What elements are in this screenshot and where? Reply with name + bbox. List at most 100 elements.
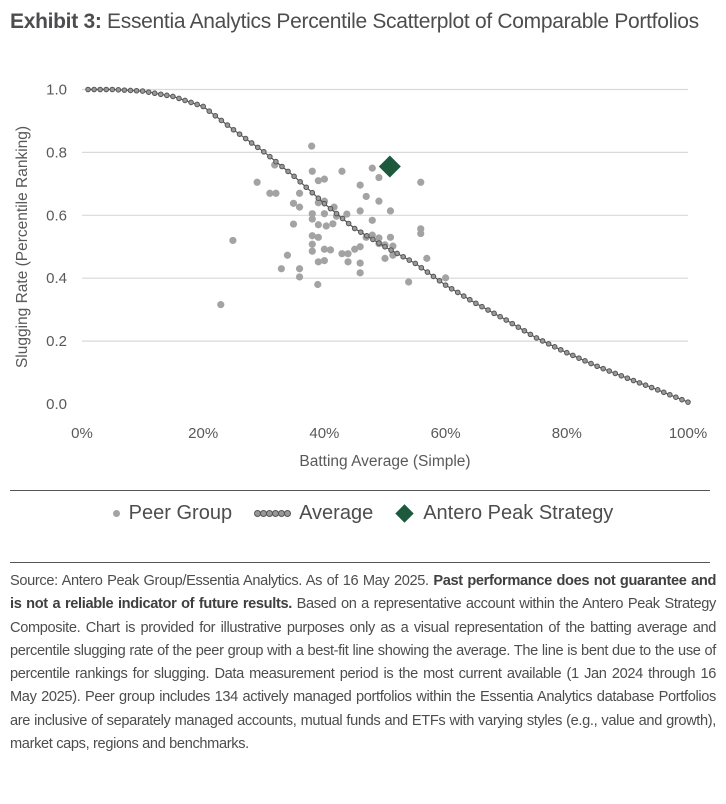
average-marker [376, 240, 382, 246]
average-marker [254, 144, 261, 151]
legend-top-divider [10, 490, 710, 491]
average-marker [303, 184, 310, 191]
peer-point [423, 254, 431, 262]
average-marker [345, 220, 352, 227]
legend-label: Antero Peak Strategy [423, 501, 614, 524]
source-details: Based on a representative account within… [10, 596, 716, 753]
y-axis-label: Slugging Rate (Percentile Ranking) [14, 126, 31, 368]
average-marker [206, 108, 213, 114]
average-curve [88, 88, 689, 403]
average-marker [412, 260, 419, 267]
peer-point [338, 167, 346, 175]
peer-point [375, 197, 383, 205]
average-marker [612, 370, 619, 377]
x-tick-label: 20% [188, 425, 218, 442]
peer-point [253, 178, 261, 186]
average-marker [618, 373, 625, 379]
average-marker [564, 349, 570, 356]
peer-point [308, 210, 316, 218]
y-tick-label: 0.6 [46, 207, 67, 224]
peer-point [314, 221, 322, 229]
average-marker [121, 87, 128, 93]
average-marker [164, 92, 170, 99]
legend: Peer Group Average Antero Peak Strategy [0, 498, 726, 528]
average-marker [515, 324, 522, 330]
average-marker [654, 387, 661, 393]
y-tick-label: 0.0 [46, 396, 67, 413]
average-marker [594, 363, 600, 370]
peer-point [344, 250, 352, 258]
peer-group-points [217, 142, 450, 309]
average-marker [176, 95, 182, 102]
average-marker [139, 88, 146, 94]
average-marker [279, 163, 285, 170]
peer-point [356, 207, 364, 215]
average-marker [588, 360, 594, 367]
peer-point [277, 265, 285, 273]
peer-point [217, 301, 225, 309]
title-text: Essentia Analytics Percentile Scatterplo… [101, 10, 699, 33]
peer-point [356, 243, 364, 251]
average-marker [248, 140, 255, 146]
average-marker [673, 394, 679, 401]
average-marker [624, 375, 631, 382]
average-marker [188, 99, 194, 106]
average-marker [127, 87, 134, 94]
average-marker [406, 257, 413, 263]
peer-point [272, 189, 280, 197]
diamond-icon [395, 503, 414, 523]
average-marker [309, 189, 316, 196]
peer-point [314, 258, 322, 266]
peer-point [308, 215, 316, 223]
average-line [85, 86, 691, 405]
average-marker [479, 303, 485, 310]
average-marker [448, 285, 455, 292]
average-marker [509, 320, 516, 327]
average-marker [430, 273, 437, 280]
peer-point [289, 220, 298, 228]
average-marker [394, 250, 400, 257]
peer-point [405, 278, 413, 286]
x-axis-label: Batting Average (Simple) [299, 453, 470, 470]
peer-point [314, 177, 322, 185]
average-marker [182, 97, 188, 104]
legend-bottom-divider [10, 562, 710, 563]
average-marker [491, 310, 497, 317]
peer-point [356, 259, 364, 267]
average-marker [297, 178, 303, 185]
scatter-chart: 0.0 0.2 0.4 0.6 0.8 1.0 0% 20% 40% 60% 80% 100% Ba… [14, 82, 707, 471]
peer-point [375, 234, 383, 242]
average-marker [224, 122, 231, 128]
average-marker [388, 247, 394, 253]
average-marker [321, 200, 328, 207]
peer-point [320, 245, 328, 253]
x-axis-ticks: 0% 20% 40% 60% 80% 100% [71, 425, 707, 442]
average-marker [212, 112, 219, 119]
exhibit-label: Exhibit 3: [10, 10, 102, 33]
antero-peak-strategy-point [378, 155, 401, 178]
average-marker [115, 87, 122, 93]
peer-point [295, 203, 304, 211]
average-marker [103, 86, 110, 93]
average-marker [291, 173, 297, 180]
peer-point [289, 199, 298, 207]
y-tick-label: 1.0 [46, 82, 67, 99]
source-note: Source: Antero Peak Group/Essentia Analy… [10, 570, 716, 756]
source-text: Source: Antero Peak Group/Essentia Analy… [10, 573, 434, 589]
average-marker [606, 368, 613, 374]
average-marker [357, 229, 364, 235]
strategy-point [378, 155, 401, 178]
average-line-icon [254, 509, 292, 517]
average-marker [97, 86, 103, 93]
peer-point [417, 229, 425, 238]
average-marker [527, 331, 534, 338]
x-tick-label: 100% [669, 425, 707, 442]
legend-item-strategy: Antero Peak Strategy [395, 502, 613, 525]
average-marker [685, 399, 691, 405]
average-marker [157, 91, 164, 98]
average-marker [642, 382, 649, 388]
average-marker [460, 293, 467, 299]
peer-point [356, 181, 364, 189]
legend-label: Average [299, 501, 374, 524]
peer-point [442, 274, 450, 282]
